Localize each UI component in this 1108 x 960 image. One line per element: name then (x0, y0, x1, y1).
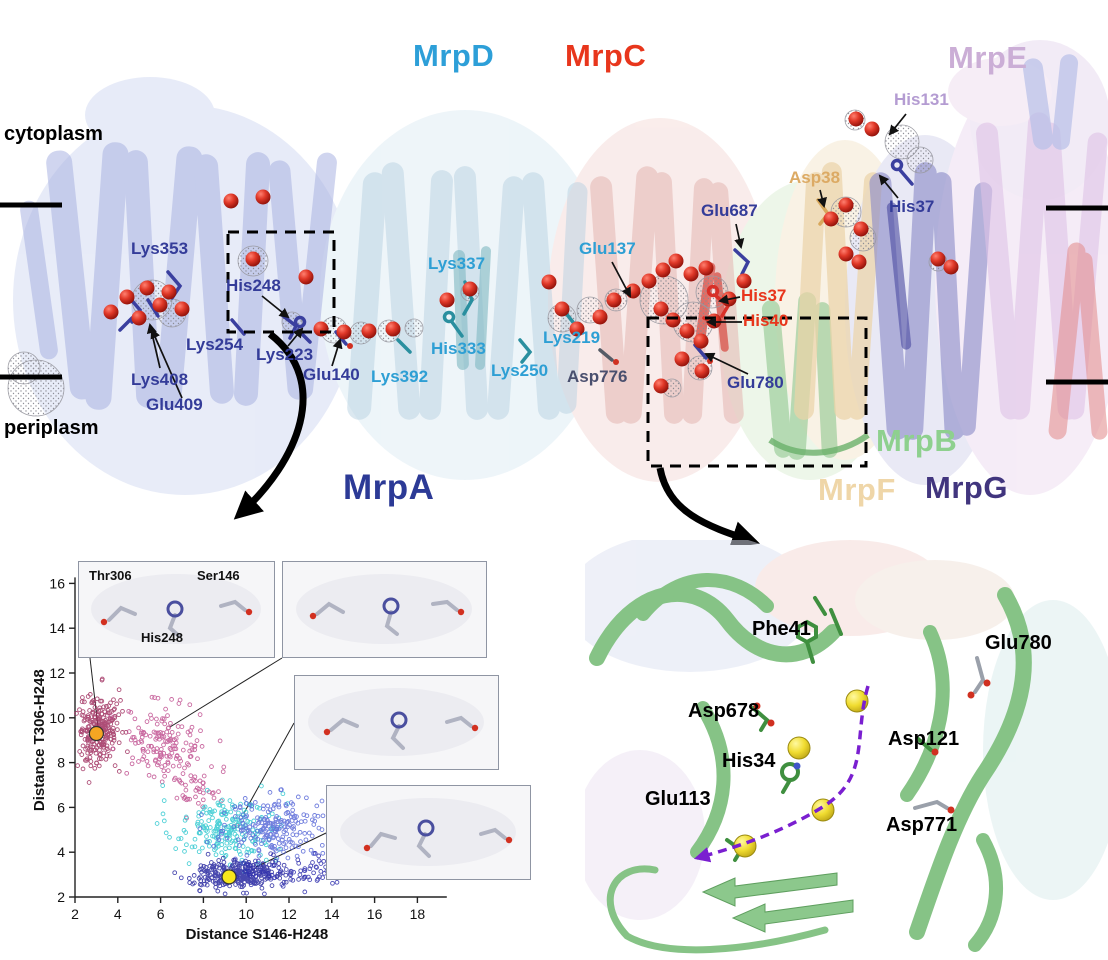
subunit-label-mrpd: MrpD (413, 38, 495, 73)
svg-text:14: 14 (49, 620, 65, 636)
residue-label-lys408: Lys408 (131, 370, 189, 389)
svg-text:6: 6 (157, 906, 165, 922)
svg-text:6: 6 (57, 799, 65, 815)
svg-text:12: 12 (49, 665, 65, 681)
svg-text:16: 16 (367, 906, 383, 922)
svg-text:2: 2 (57, 889, 65, 905)
conformation-inset-3 (294, 675, 499, 770)
subunit-label-mrpb: MrpB (876, 423, 958, 458)
compartment-label-cytoplasm: cytoplasm (4, 123, 103, 145)
x-axis-label: Distance S146-H248 (186, 926, 329, 943)
series-blue-cluster (197, 787, 341, 870)
roi-box-his248 (226, 230, 336, 334)
inset-label-thr306: Thr306 (89, 568, 132, 583)
inset-label-ser146: Ser146 (197, 568, 240, 583)
proton-pathway-arrow (693, 685, 870, 863)
zoom-residue-label-asp678: Asp678 (688, 700, 760, 722)
series-pink-trail (151, 764, 240, 828)
zoom-residue-label-asp771: Asp771 (886, 814, 958, 836)
orange-state-marker (88, 725, 105, 742)
zoom-backdrop (585, 540, 1108, 920)
svg-text:10: 10 (238, 906, 254, 922)
zoom-residue-label-asp121: Asp121 (888, 728, 960, 750)
conformation-inset-4 (326, 785, 531, 880)
series-navy-trail (178, 842, 359, 897)
svg-text:4: 4 (57, 844, 65, 860)
axes (69, 577, 447, 903)
y-axis-label: Distance T306-H248 (31, 669, 48, 811)
residue-label-his40: His40 (743, 311, 789, 330)
membrane-lines (0, 202, 1108, 385)
subunit-label-mrpe: MrpE (948, 40, 1028, 75)
conformation-inset-2 (282, 561, 487, 658)
residue-label-asp38: Asp38 (789, 168, 841, 187)
callout-arrow-left (233, 331, 307, 520)
subunit-label-mrpc: MrpC (565, 38, 647, 73)
svg-text:14: 14 (324, 906, 340, 922)
residue-label-glu780-top: Glu780 (727, 373, 784, 392)
mrpb-beta-strands (701, 872, 854, 933)
residue-label-his131: His131 (894, 90, 949, 109)
series-pink-cluster (108, 694, 227, 802)
residue-label-his37-mrpc: His37 (741, 286, 787, 305)
subunit-label-mrpf: MrpF (818, 472, 896, 507)
svg-text:4: 4 (114, 906, 122, 922)
series-crimson-cluster (74, 676, 130, 785)
subunit-label-mrpg: MrpG (925, 470, 1008, 505)
residue-label-lys254: Lys254 (186, 335, 244, 354)
mrpb-zoom-panel: Phe41 Glu780 Asp678 Asp121 His34 Glu113 … (585, 540, 1108, 960)
svg-text:18: 18 (410, 906, 426, 922)
residue-label-glu409: Glu409 (146, 395, 203, 414)
roi-box-mrpb (646, 316, 868, 468)
residue-label-lys250: Lys250 (491, 361, 549, 380)
svg-text:8: 8 (57, 755, 65, 771)
structure-overview-art (0, 40, 1108, 545)
residue-label-his248: His248 (226, 276, 281, 295)
zoom-residue-label-his34: His34 (722, 750, 776, 772)
yellow-state-marker (221, 869, 237, 885)
mrpb-ribbons (589, 573, 1032, 954)
conformation-inset-1: Thr306 Ser146 His248 (78, 561, 275, 658)
residue-label-lys353: Lys353 (131, 239, 189, 258)
residue-label-asp776: Asp776 (567, 367, 628, 386)
zoom-residue-label-phe41: Phe41 (752, 618, 811, 640)
residue-label-glu140: Glu140 (303, 365, 360, 384)
svg-text:16: 16 (49, 575, 65, 591)
residue-label-his37-mrpe: His37 (889, 197, 935, 216)
annotation-arrows (146, 113, 907, 399)
callout-arrow-right (656, 467, 760, 545)
conformation-inset-1-art (91, 574, 261, 644)
residue-label-glu687: Glu687 (701, 201, 758, 220)
residue-label-glu137: Glu137 (579, 239, 636, 258)
residue-label-his333: His333 (431, 339, 486, 358)
zoom-art (585, 540, 1108, 954)
svg-text:2: 2 (71, 906, 79, 922)
residue-label-lys337: Lys337 (428, 254, 486, 273)
scatter-plot: 2 4 6 8 10 12 14 16 18 2 4 6 8 10 12 14 16 Distance S146-… (31, 575, 447, 943)
residue-label-lys223: Lys223 (256, 345, 314, 364)
compartment-label-periplasm: periplasm (4, 417, 99, 439)
svg-text:8: 8 (200, 906, 208, 922)
conformation-inset-4-art (340, 798, 516, 866)
conformation-inset-2-art (296, 574, 472, 644)
zoom-residue-label-glu780: Glu780 (985, 632, 1052, 654)
residue-label-lys219: Lys219 (543, 328, 601, 347)
subunit-label-mrpa: MrpA (343, 468, 435, 507)
conformation-inset-3-art (308, 688, 484, 756)
zoom-residue-label-glu113: Glu113 (645, 788, 711, 810)
svg-text:12: 12 (281, 906, 297, 922)
tick-labels: 2 4 6 8 10 12 14 16 18 2 4 6 8 10 12 14 16 Distance S146-… (31, 575, 425, 943)
series-navy-cluster (172, 851, 308, 897)
scatter-points (74, 676, 359, 897)
residue-label-lys392: Lys392 (371, 367, 429, 386)
svg-text:10: 10 (49, 710, 65, 726)
inset-label-his248: His248 (141, 630, 183, 645)
distance-scatter-panel: 2 4 6 8 10 12 14 16 18 2 4 6 8 10 12 14 16 Distance S146-… (30, 545, 560, 950)
